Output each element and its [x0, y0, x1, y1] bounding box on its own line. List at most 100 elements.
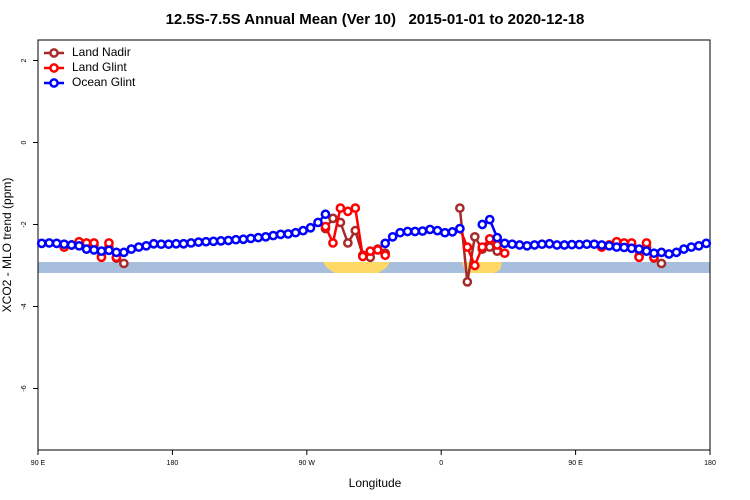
point [492, 240, 503, 250]
point [343, 206, 353, 217]
point [36, 238, 47, 249]
point [686, 242, 697, 252]
point [596, 240, 607, 250]
point [604, 240, 615, 251]
x-tick-label: 180 [704, 460, 716, 467]
x-tick-label: 180 [167, 460, 179, 467]
point [253, 232, 264, 243]
point [567, 239, 577, 250]
y-tick-label: -4 [21, 303, 28, 309]
point [44, 238, 55, 248]
point [380, 238, 391, 249]
point [425, 224, 435, 235]
point [133, 242, 144, 252]
point [328, 213, 338, 224]
point [148, 238, 159, 249]
point [89, 245, 99, 255]
legend-marker [49, 63, 59, 73]
point [104, 238, 114, 248]
point [507, 239, 517, 250]
point [417, 226, 428, 236]
legend-label: Land Glint [72, 60, 127, 74]
y-tick-label: 2 [21, 58, 28, 62]
legend-marker [49, 48, 59, 58]
legend-marker [49, 78, 59, 88]
point [320, 221, 331, 232]
point [380, 250, 391, 261]
point [499, 248, 510, 259]
point [81, 244, 92, 254]
point [283, 229, 293, 239]
point [298, 225, 308, 236]
point [104, 245, 114, 256]
point [372, 245, 383, 255]
point [626, 243, 637, 254]
point [641, 246, 652, 256]
point [387, 231, 398, 242]
y-tick-label: 0 [21, 140, 28, 144]
point [395, 227, 405, 238]
point [656, 258, 667, 269]
point [335, 203, 346, 213]
point [343, 238, 353, 248]
point [328, 238, 338, 248]
point [529, 240, 540, 250]
surface-band [38, 262, 710, 273]
point [119, 258, 129, 269]
x-tick-label: 90 E [568, 460, 583, 467]
x-tick-label: 90 E [31, 460, 46, 467]
point [484, 234, 495, 244]
point [111, 247, 122, 258]
point [171, 238, 181, 249]
point [455, 203, 465, 213]
point [275, 229, 286, 240]
point [693, 240, 704, 251]
point [664, 249, 674, 259]
point [432, 225, 443, 236]
point [290, 227, 301, 238]
point [410, 226, 420, 237]
point [186, 238, 196, 248]
point [223, 235, 234, 246]
legend-label: Land Nadir [72, 45, 131, 59]
point [477, 219, 488, 230]
point [634, 244, 644, 254]
point [544, 238, 555, 249]
point [440, 227, 450, 238]
point [51, 238, 62, 249]
point [649, 248, 659, 259]
x-tick-label: 90 W [299, 460, 316, 467]
point [245, 233, 256, 244]
point [611, 242, 622, 252]
point [619, 242, 629, 253]
point [141, 240, 152, 251]
point [305, 222, 316, 233]
point [537, 239, 547, 250]
point [477, 242, 488, 252]
point [357, 251, 368, 262]
point [156, 239, 167, 250]
point [574, 239, 585, 250]
point [552, 240, 562, 250]
point [350, 203, 361, 213]
point [320, 209, 331, 220]
x-axis-label: Longitude [349, 476, 402, 490]
point [260, 231, 271, 242]
point [238, 234, 249, 245]
point [447, 227, 458, 237]
point [581, 239, 592, 250]
point [365, 246, 376, 256]
point [514, 240, 525, 250]
point [634, 252, 644, 263]
point [231, 234, 241, 245]
point [126, 244, 137, 254]
y-tick-label: -6 [21, 385, 28, 391]
point [455, 223, 465, 234]
point [193, 237, 204, 247]
point [178, 238, 189, 249]
point [499, 238, 510, 249]
point [96, 246, 107, 256]
point [559, 240, 570, 250]
point [492, 232, 503, 243]
